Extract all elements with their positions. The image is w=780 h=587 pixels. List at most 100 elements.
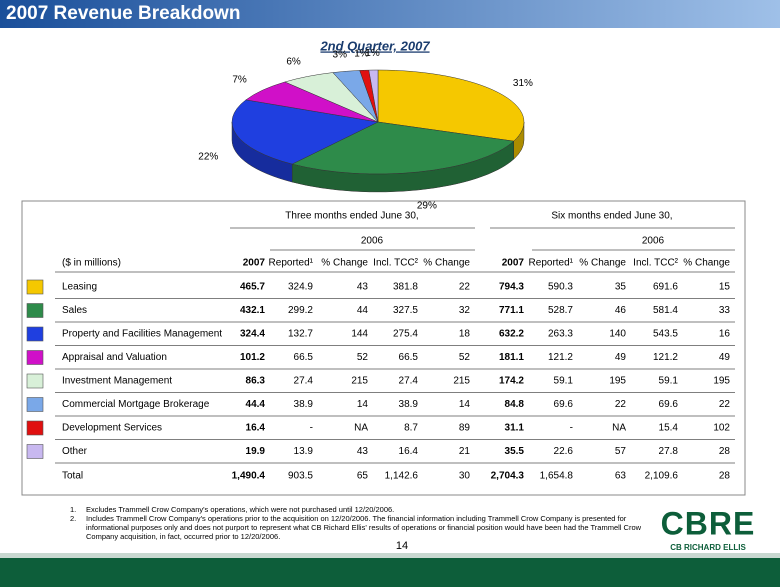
table-cell: 16.4 [246,423,266,434]
footer-bar [0,558,780,587]
table-cell: 52 [459,352,471,363]
table-cell: Development Services [62,423,162,434]
table-cell: 275.4 [393,329,418,340]
logo-name: CB RICHARD ELLIS [670,543,746,552]
column-header: 2007 [243,258,266,269]
table-cell: 22 [459,282,471,293]
column-header: Incl. TCC² [633,258,678,269]
row-swatch [26,279,44,295]
slice-label: 22% [198,152,218,163]
column-header: % Change [321,258,368,269]
table-cell: 195 [609,376,626,387]
table-cell: - [310,423,313,434]
table-cell: 16 [719,329,731,340]
pie-slice [291,121,515,175]
table-cell: 1,142.6 [385,471,419,482]
row-swatch [26,420,44,436]
table-cell: 30 [459,471,471,482]
table-cell: 324.4 [240,329,265,340]
table-cell: 28 [719,446,731,457]
table-cell: 215 [453,376,470,387]
table-cell: 144 [351,329,368,340]
table-cell: 59.1 [554,376,574,387]
table-cell: 195 [713,376,730,387]
table-cell: 632.2 [499,329,524,340]
sub-header: 2006 [642,236,665,247]
table-cell: 691.6 [653,282,678,293]
table-cell: 69.6 [659,399,679,410]
table-cell: NA [354,423,368,434]
sub-header: 2006 [361,236,384,247]
table-cell: 63 [615,471,627,482]
table-cell: 215 [351,376,368,387]
table-cell: 299.2 [288,305,313,316]
column-header: 2007 [502,258,525,269]
table-cell: 432.1 [240,305,265,316]
logo-mark: CBRE [661,505,756,541]
table-cell: 66.5 [399,352,419,363]
table-cell: 543.5 [653,329,678,340]
table-cell: 59.1 [659,376,679,387]
footnote-text: Excludes Trammell Crow Company's operati… [86,505,394,514]
table-frame [21,200,746,496]
table-cell: 18 [459,329,471,340]
row-swatch [26,303,44,318]
column-header: % Change [579,258,626,269]
table-cell: 101.2 [240,352,265,363]
table-cell: 16.4 [399,446,419,457]
table-cell: 38.9 [399,399,419,410]
table-cell: 181.1 [499,352,524,363]
column-header: Reported¹ [529,258,574,269]
column-header: Incl. TCC² [373,258,418,269]
table-cell: 27.4 [399,376,419,387]
table-cell: 14 [357,399,369,410]
table-cell: 21 [459,446,471,457]
table-cell: 794.3 [499,282,524,293]
footnote-text: Includes Trammell Crow Company's operati… [86,514,627,523]
table-cell: 465.7 [240,282,265,293]
table-cell: 33 [719,305,731,316]
chart-title: 2nd Quarter, 2007 [319,38,430,53]
row-swatch [26,350,44,365]
table-cell: 590.3 [548,282,573,293]
slice-label: 7% [232,75,247,86]
slice-label: 1% [365,48,380,59]
table-cell: 86.3 [246,376,266,387]
table-cell: 771.1 [499,305,524,316]
table-cell: 121.2 [653,352,678,363]
table-cell: 44 [357,305,369,316]
table-cell: Appraisal and Valuation [62,352,167,363]
group-header: Six months ended June 30, [551,211,672,222]
table-cell: 35 [615,282,627,293]
table-cell: 15 [719,282,731,293]
row-swatch [26,373,44,389]
table-cell: 121.2 [548,352,573,363]
table-cell: 22 [615,399,627,410]
slide-title: 2007 Revenue Breakdown [6,3,240,24]
table-cell: 581.4 [653,305,678,316]
footnote-number: 2. [70,514,76,523]
table-cell: 132.7 [288,329,313,340]
table-cell: - [570,423,573,434]
table-cell: 1,490.4 [232,471,266,482]
table-cell: 174.2 [499,376,524,387]
table-cell: 528.7 [548,305,573,316]
column-header: ($ in millions) [62,258,121,269]
table-cell: 44.4 [246,399,266,410]
pie-slice [368,69,379,123]
table-cell: 32 [459,305,471,316]
table-cell: Commercial Mortgage Brokerage [62,399,210,410]
pie-slice [377,69,525,142]
table-cell: 57 [615,446,627,457]
table-cell: 27.4 [294,376,314,387]
slice-label: 31% [513,78,533,89]
table-cell: 2,109.6 [645,471,679,482]
row-swatch [26,397,44,412]
table-cell: 140 [609,329,626,340]
table-cell: 43 [357,282,369,293]
table-cell: 49 [719,352,731,363]
table-cell: 35.5 [505,446,525,457]
slice-label: 1% [354,48,369,59]
